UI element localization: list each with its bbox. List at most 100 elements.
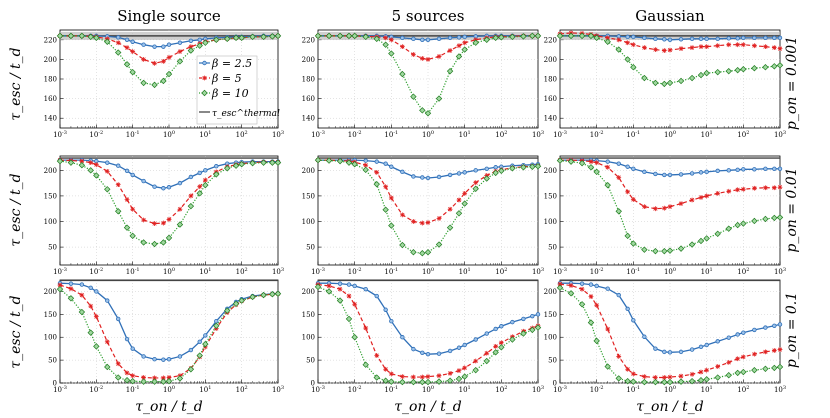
y-tick-label: 50 [48,244,57,252]
x-tick-label: 10-3 [311,267,325,276]
legend-label-beta-5: β = 5 [211,72,242,85]
x-tick-label: 10-2 [89,385,103,394]
legend-label-beta-2-5: β = 2.5 [211,57,252,70]
x-tick-label: 102 [495,130,507,139]
x-tick-label: 10-2 [590,385,604,394]
x-tick-label: 10-2 [348,267,362,276]
y-tick-label: 100 [544,334,557,342]
row-label-p-on-0-001: p_on = 0.001 [784,36,800,130]
panel-r2-c2: 10-3 10-2 10-1 100 101 102 103 50 100 150 200 [302,155,544,276]
y-tick-label: 50 [548,357,557,365]
x-tick-label: 100 [422,130,434,139]
x-tick-label: 10-1 [384,267,398,276]
y-tick-label: 200 [44,56,57,64]
y-tick-label: 200 [302,167,315,175]
x-tick-label: 103 [532,385,544,394]
x-tick-label: 10-3 [553,130,567,139]
x-tick-label: 102 [495,267,507,276]
x-tick-label: 10-1 [384,385,398,394]
y-axis-label-row-1: τ_esc / t_d [8,47,24,120]
y-tick-label: 100 [44,334,57,342]
y-tick-label: 140 [302,115,315,123]
x-tick-label: 103 [532,267,544,276]
x-tick-label: 100 [163,267,175,276]
x-tick-label: 10-1 [126,130,140,139]
x-tick-label: 103 [774,130,786,139]
panel-r2-c1: 10-3 10-2 10-1 100 101 102 103 50 100 150 200 [44,155,284,276]
y-tick-label: 50 [548,244,557,252]
x-tick-label: 10-2 [89,130,103,139]
x-tick-label: 100 [664,130,676,139]
x-tick-label: 102 [495,385,507,394]
x-tick-label: 103 [272,130,284,139]
y-tick-label: 50 [306,244,315,252]
x-tick-label: 10-3 [553,267,567,276]
x-tick-label: 100 [163,385,175,394]
y-tick-label: 0 [53,380,57,388]
y-tick-label: 100 [302,218,315,226]
y-tick-label: 220 [44,36,57,44]
y-tick-label: 180 [302,76,315,84]
x-tick-label: 101 [199,130,211,139]
x-tick-label: 10-3 [311,130,325,139]
y-tick-label: 200 [302,288,315,296]
x-tick-label: 101 [459,267,471,276]
y-tick-label: 150 [302,192,315,200]
x-tick-label: 100 [664,385,676,394]
y-tick-label: 160 [302,95,315,103]
series-line-10-r3-c3 [556,284,784,386]
y-tick-label: 150 [544,311,557,319]
x-axis-label-col-3: τ_on / t_d [636,399,703,415]
panel-r2-c3: 10-3 10-2 10-1 100 101 102 103 50 100 150 200 [544,155,786,276]
x-tick-label: 102 [737,267,749,276]
x-tick-label: 101 [701,267,713,276]
x-tick-label: 10-1 [384,130,398,139]
x-tick-label: 103 [774,267,786,276]
y-tick-label: 150 [44,192,57,200]
y-tick-label: 50 [48,357,57,365]
x-tick-label: 101 [199,385,211,394]
x-tick-label: 10-1 [626,130,640,139]
row-label-p-on-0-01: p_on = 0.01 [784,167,800,252]
panel-r3-c1: 10-3 10-2 10-1 100 101 102 103 0 50 100 150 200 [44,279,284,394]
y-tick-label: 200 [44,167,57,175]
y-tick-label: 0 [553,380,557,388]
x-tick-label: 10-2 [590,130,604,139]
x-tick-label: 10-1 [626,267,640,276]
x-tick-label: 10-2 [348,385,362,394]
y-tick-label: 160 [544,95,557,103]
column-title-single-source: Single source [117,7,221,25]
x-tick-label: 102 [737,385,749,394]
x-tick-label: 10-2 [89,267,103,276]
y-tick-label: 0 [311,380,315,388]
x-tick-label: 100 [163,130,175,139]
y-tick-label: 100 [302,334,315,342]
x-tick-label: 100 [664,267,676,276]
x-tick-label: 10-3 [53,267,67,276]
y-axis-label-row-2: τ_esc / t_d [8,173,24,246]
series-line-10-r1-c1 [56,32,282,89]
y-axis-label-row-3: τ_esc / t_d [8,295,24,368]
y-tick-label: 150 [44,311,57,319]
x-tick-label: 10-3 [553,385,567,394]
x-axis-label-col-2: τ_on / t_d [394,399,461,415]
x-tick-label: 10-3 [53,130,67,139]
legend: β = 2.5 β = 5 β = 10 τ_esc^thermal [196,55,280,125]
x-tick-label: 101 [701,130,713,139]
x-tick-label: 10-2 [590,267,604,276]
panel-r1-c3: 10-3 10-2 10-1 100 101 102 103 140 160 180 200 220 [544,29,786,139]
x-tick-label: 102 [236,267,248,276]
y-tick-label: 220 [544,36,557,44]
y-tick-label: 200 [544,56,557,64]
row-label-p-on-0-1: p_on = 0.1 [784,292,800,368]
x-tick-label: 103 [272,267,284,276]
x-tick-label: 101 [199,267,211,276]
x-tick-label: 103 [532,130,544,139]
y-tick-label: 200 [44,288,57,296]
panel-r1-c2: 10-3 10-2 10-1 100 101 102 103 140 160 180 200 220 [302,29,544,139]
y-tick-label: 100 [544,218,557,226]
y-tick-label: 150 [544,192,557,200]
column-title-gaussian: Gaussian [635,7,705,25]
x-tick-label: 10-3 [311,385,325,394]
y-tick-label: 140 [44,115,57,123]
